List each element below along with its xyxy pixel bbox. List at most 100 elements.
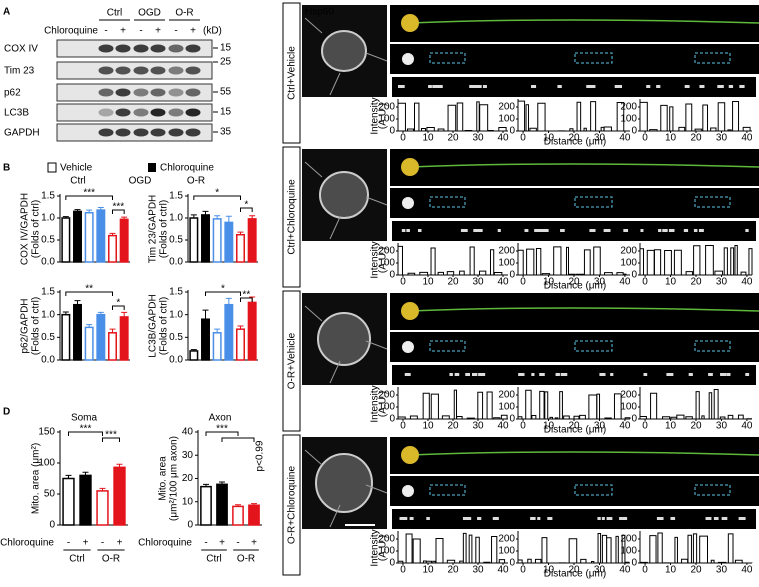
roi-box	[694, 196, 731, 208]
x-tick-label: 20	[447, 277, 459, 288]
plot-frame	[517, 243, 630, 276]
bar	[247, 301, 257, 361]
legend-group: O-R	[187, 176, 205, 187]
zoom-puncta	[467, 517, 472, 520]
intensity-profile	[517, 100, 625, 132]
y-axis-label: (Folds of ctrl)	[159, 200, 170, 258]
x-tick-label: 0	[520, 277, 526, 288]
x-tick-label: 30	[716, 421, 728, 432]
sig-bracket	[112, 209, 125, 214]
blot-band	[133, 88, 149, 97]
sig-label: p<0.99	[255, 440, 266, 471]
y-tick-label: 1.0	[41, 213, 55, 224]
y-axis-label: Tim 23/GAPDH	[148, 195, 159, 264]
zoom-puncta	[728, 85, 734, 88]
zoom-image	[392, 77, 512, 97]
zoom-puncta	[432, 85, 439, 88]
y-tick-label: 1.5	[41, 287, 55, 298]
blot-band	[150, 108, 166, 117]
y-tick-label: 100	[38, 458, 55, 469]
sign: +	[83, 538, 89, 549]
zoom-puncta	[547, 517, 553, 520]
y-tick-label: 0	[389, 270, 395, 281]
zoom-image	[512, 77, 634, 97]
zoom-puncta	[586, 85, 592, 88]
zoom-puncta	[530, 517, 536, 520]
bar	[96, 490, 109, 526]
neurite	[304, 449, 388, 528]
y-tick-label: 0	[509, 414, 515, 425]
y-axis-label: p62/GAPDH	[20, 298, 31, 353]
y-tick-label: 200	[378, 534, 395, 545]
zoom-puncta	[398, 85, 405, 88]
y-tick-label: 200	[378, 390, 395, 401]
x-tick-label: 10	[665, 133, 677, 144]
error-bar	[99, 487, 106, 491]
x-tick-label: 30	[594, 277, 606, 288]
zoom-puncta	[560, 373, 568, 376]
y-axis-label: Intensity	[370, 529, 381, 566]
sig-bracket	[240, 297, 253, 302]
x-tick-label: 30	[716, 565, 728, 576]
sig-bracket	[65, 291, 113, 296]
y-tick-label: 200	[620, 102, 637, 113]
condition-label: O-R+Chloroquine	[287, 466, 298, 545]
x-tick-label: 40	[619, 133, 631, 144]
sig-bracket	[205, 431, 239, 436]
zoom-puncta	[555, 373, 560, 376]
sig-bracket	[102, 437, 120, 442]
zoom-puncta	[557, 85, 562, 88]
zoom-puncta	[601, 517, 605, 520]
roi-box	[429, 484, 466, 496]
error-bar	[121, 216, 128, 220]
y-tick-label: 100	[498, 402, 515, 413]
y-tick-label: 1.0	[41, 309, 55, 320]
y-tick-label: 100	[378, 402, 395, 413]
row-label: GAPDH	[4, 128, 40, 139]
blot-band	[133, 66, 149, 75]
y-tick-label: 1.5	[41, 191, 55, 202]
y-tick-label: 100	[378, 546, 395, 557]
zoom-puncta	[666, 373, 674, 376]
y-tick-label: 200	[498, 102, 515, 113]
x-tick-label: 30	[594, 133, 606, 144]
x-tick-label: 10	[665, 277, 677, 288]
bar	[79, 474, 92, 526]
x-tick-label: 30	[716, 277, 728, 288]
bar	[119, 316, 129, 361]
x-tick-label: 10	[665, 421, 677, 432]
blot-band	[115, 108, 131, 117]
x-tick-label: 40	[619, 421, 631, 432]
bar	[73, 303, 82, 361]
zoom-puncta	[560, 229, 565, 232]
bar	[113, 466, 126, 526]
zoom-puncta	[599, 373, 604, 376]
image-label: Hsp60	[701, 7, 730, 18]
blot-band	[150, 66, 166, 75]
zoom-puncta	[409, 517, 414, 520]
blot-band	[185, 108, 201, 117]
y-tick-label: 0.5	[169, 235, 183, 246]
x-tick-label: 0	[642, 421, 648, 432]
sig-bracket	[68, 431, 103, 436]
treatment-label: Chloroquine	[138, 538, 192, 549]
zoom-puncta	[531, 373, 535, 376]
blot-band	[168, 66, 184, 75]
zoom-image	[512, 221, 634, 241]
row-label: COX IV	[4, 44, 38, 55]
x-tick-label: 40	[497, 277, 509, 288]
zoom-puncta	[670, 517, 676, 520]
zoom-puncta	[449, 373, 453, 376]
sig-bracket	[240, 207, 253, 212]
group-label: Ctrl	[69, 554, 85, 565]
error-bar	[62, 311, 69, 315]
zoom-puncta	[492, 517, 499, 520]
x-tick-label: 0	[400, 277, 406, 288]
bar	[108, 234, 117, 263]
x-tick-label: 40	[497, 421, 509, 432]
error-bar	[86, 209, 93, 213]
x-tick-label: 20	[690, 565, 702, 576]
zoom-image	[634, 77, 756, 97]
zoom-puncta	[477, 229, 483, 232]
plot-frame	[517, 99, 630, 132]
